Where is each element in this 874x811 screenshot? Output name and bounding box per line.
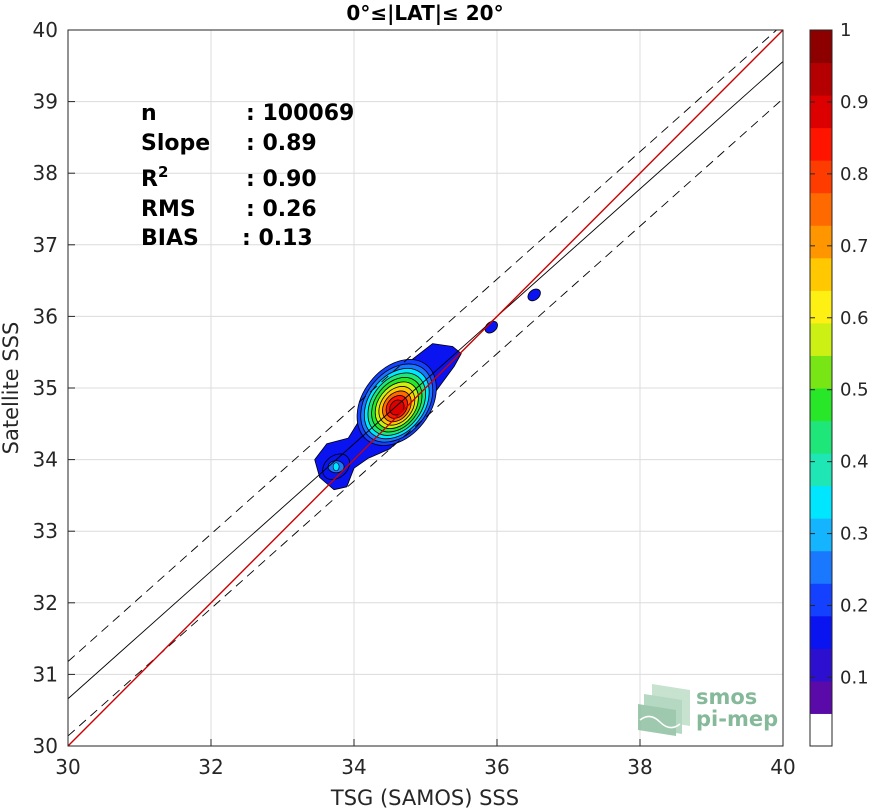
contour-level <box>332 462 340 472</box>
x-tick-label: 32 <box>198 755 223 779</box>
colorbar-tick-label: 0.4 <box>840 452 869 473</box>
chart-title: 0°≤|LAT|≤ 20° <box>346 1 503 25</box>
colorbar-frame <box>809 29 833 747</box>
colorbar-segment <box>810 355 832 389</box>
colorbar-segment <box>810 453 832 487</box>
y-tick-label: 37 <box>33 233 58 257</box>
y-tick-label: 40 <box>33 18 58 42</box>
x-tick-label: 38 <box>627 755 652 779</box>
x-tick-label: 36 <box>484 755 509 779</box>
colorbar: 0.1 0.2 0.3 0.4 0.5 0.6 0.7 0.8 0.9 1 <box>809 20 869 747</box>
colorbar-segment <box>810 713 832 747</box>
colorbar-segment <box>810 388 832 422</box>
stat-label: n <box>141 101 157 126</box>
colorbar-tick-label: 0.6 <box>840 308 869 329</box>
y-tick-label: 30 <box>33 734 58 758</box>
colorbar-segment <box>810 257 832 291</box>
y-tick-label: 35 <box>33 376 58 400</box>
colorbar-segment <box>810 648 832 682</box>
upper-envelope-line <box>68 30 778 662</box>
y-tick-label: 33 <box>33 519 58 543</box>
colorbar-tick-label: 1 <box>840 20 851 41</box>
contour-level <box>488 325 495 330</box>
colorbar-tick-label: 0.3 <box>840 524 869 545</box>
fit-line <box>68 61 783 700</box>
colorbar-segment <box>810 550 832 584</box>
colorbar-tick-label: 0.5 <box>840 380 869 401</box>
stat-value: : 100069 <box>246 101 354 126</box>
lower-envelope-line <box>68 98 783 737</box>
regression-lines <box>68 30 783 746</box>
identity-line <box>68 30 783 746</box>
colorbar-tick-label: 0.9 <box>840 92 869 113</box>
colorbar-segment <box>810 615 832 649</box>
stat-value: : 0.13 <box>242 226 313 251</box>
colorbar-tick-label: 0.7 <box>840 236 869 257</box>
stat-label: RMS <box>141 197 196 222</box>
logo-text-smos: smos <box>696 685 757 709</box>
contour-level <box>531 292 538 297</box>
x-tick-label: 40 <box>770 755 795 779</box>
y-tick-label: 39 <box>33 90 58 114</box>
colorbar-segment <box>810 95 832 129</box>
x-tick-label: 34 <box>341 755 366 779</box>
colorbar-segment <box>810 30 832 64</box>
logo-text-pimep: pi-mep <box>696 707 778 731</box>
y-tick-label: 34 <box>33 448 58 472</box>
colorbar-segment <box>810 127 832 161</box>
stat-value: : 0.90 <box>246 167 317 192</box>
colorbar-segment <box>810 485 832 519</box>
colorbar-segment <box>810 62 832 96</box>
colorbar-segment <box>810 192 832 226</box>
y-axis-label: Satellite SSS <box>0 322 23 455</box>
colorbar-segment <box>810 322 832 356</box>
smos-pimep-logo: smos pi-mep <box>638 684 778 736</box>
colorbar-segment <box>810 518 832 552</box>
colorbar-segment <box>810 290 832 324</box>
stat-value: : 0.26 <box>246 197 317 222</box>
logo-mark <box>638 684 690 736</box>
colorbar-tick-label: 0.1 <box>840 667 869 688</box>
y-axis-ticks: 30 31 32 33 34 35 36 37 38 39 40 <box>33 18 75 758</box>
grid <box>67 29 784 747</box>
colorbar-segment <box>810 225 832 259</box>
colorbar-tick-label: 0.2 <box>840 596 869 617</box>
colorbar-tick-label: 0.8 <box>840 164 869 185</box>
colorbar-segment <box>810 420 832 454</box>
stat-label-superscript: 2 <box>158 163 168 181</box>
y-tick-label: 38 <box>33 161 58 185</box>
stat-label: BIAS <box>141 226 199 251</box>
colorbar-segment <box>810 583 832 617</box>
x-axis-ticks: 30 32 34 36 38 40 <box>55 739 796 779</box>
stat-label: Slope <box>141 131 210 156</box>
stat-value: : 0.89 <box>246 131 317 156</box>
x-axis-label: TSG (SAMOS) SSS <box>330 786 519 810</box>
y-tick-label: 36 <box>33 304 58 328</box>
colorbar-segment <box>810 680 832 714</box>
colorbar-segment <box>810 160 832 194</box>
y-tick-label: 31 <box>33 662 58 686</box>
y-tick-label: 32 <box>33 591 58 615</box>
x-tick-label: 30 <box>55 755 80 779</box>
